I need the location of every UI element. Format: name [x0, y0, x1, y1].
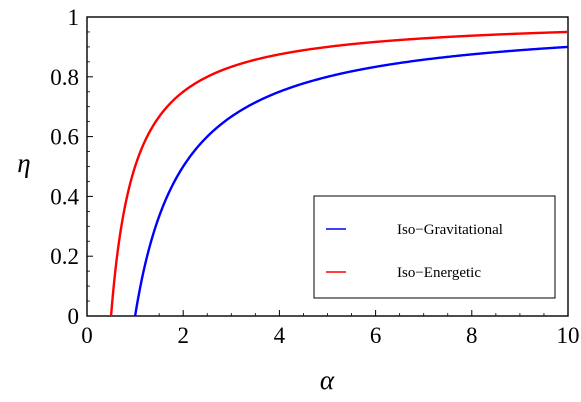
y-tick-label: 0.2 — [50, 244, 79, 269]
x-tick-label: 10 — [557, 323, 580, 348]
y-tick-label: 1 — [68, 5, 80, 30]
series-layer — [109, 30, 569, 317]
x-tick-label: 2 — [177, 323, 189, 348]
y-tick-label: 0 — [68, 304, 80, 329]
series-line-iso-energetic — [109, 30, 569, 317]
series-line-iso-gravitational — [133, 45, 569, 317]
y-tick-label: 0.6 — [50, 125, 79, 150]
y-axis-label: η — [17, 148, 30, 178]
legend-label-iso-gravitational: Iso−Gravitational — [397, 222, 503, 238]
legend: Iso−Gravitational Iso−Energetic — [313, 195, 556, 299]
x-tick-label: 8 — [466, 323, 478, 348]
x-tick-label: 6 — [370, 323, 382, 348]
y-tick-label: 0.8 — [50, 65, 79, 90]
x-axis-label: α — [320, 365, 335, 395]
legend-label-iso-energetic: Iso−Energetic — [397, 265, 481, 281]
y-tick-label: 0.4 — [50, 184, 79, 209]
x-tick-label: 0 — [81, 323, 93, 348]
y-axis: 0 0.2 0.4 0.6 0.8 1 — [50, 5, 93, 329]
legend-box — [313, 195, 556, 299]
x-tick-label: 4 — [274, 323, 286, 348]
x-axis: 0 2 4 6 8 10 — [81, 310, 580, 348]
